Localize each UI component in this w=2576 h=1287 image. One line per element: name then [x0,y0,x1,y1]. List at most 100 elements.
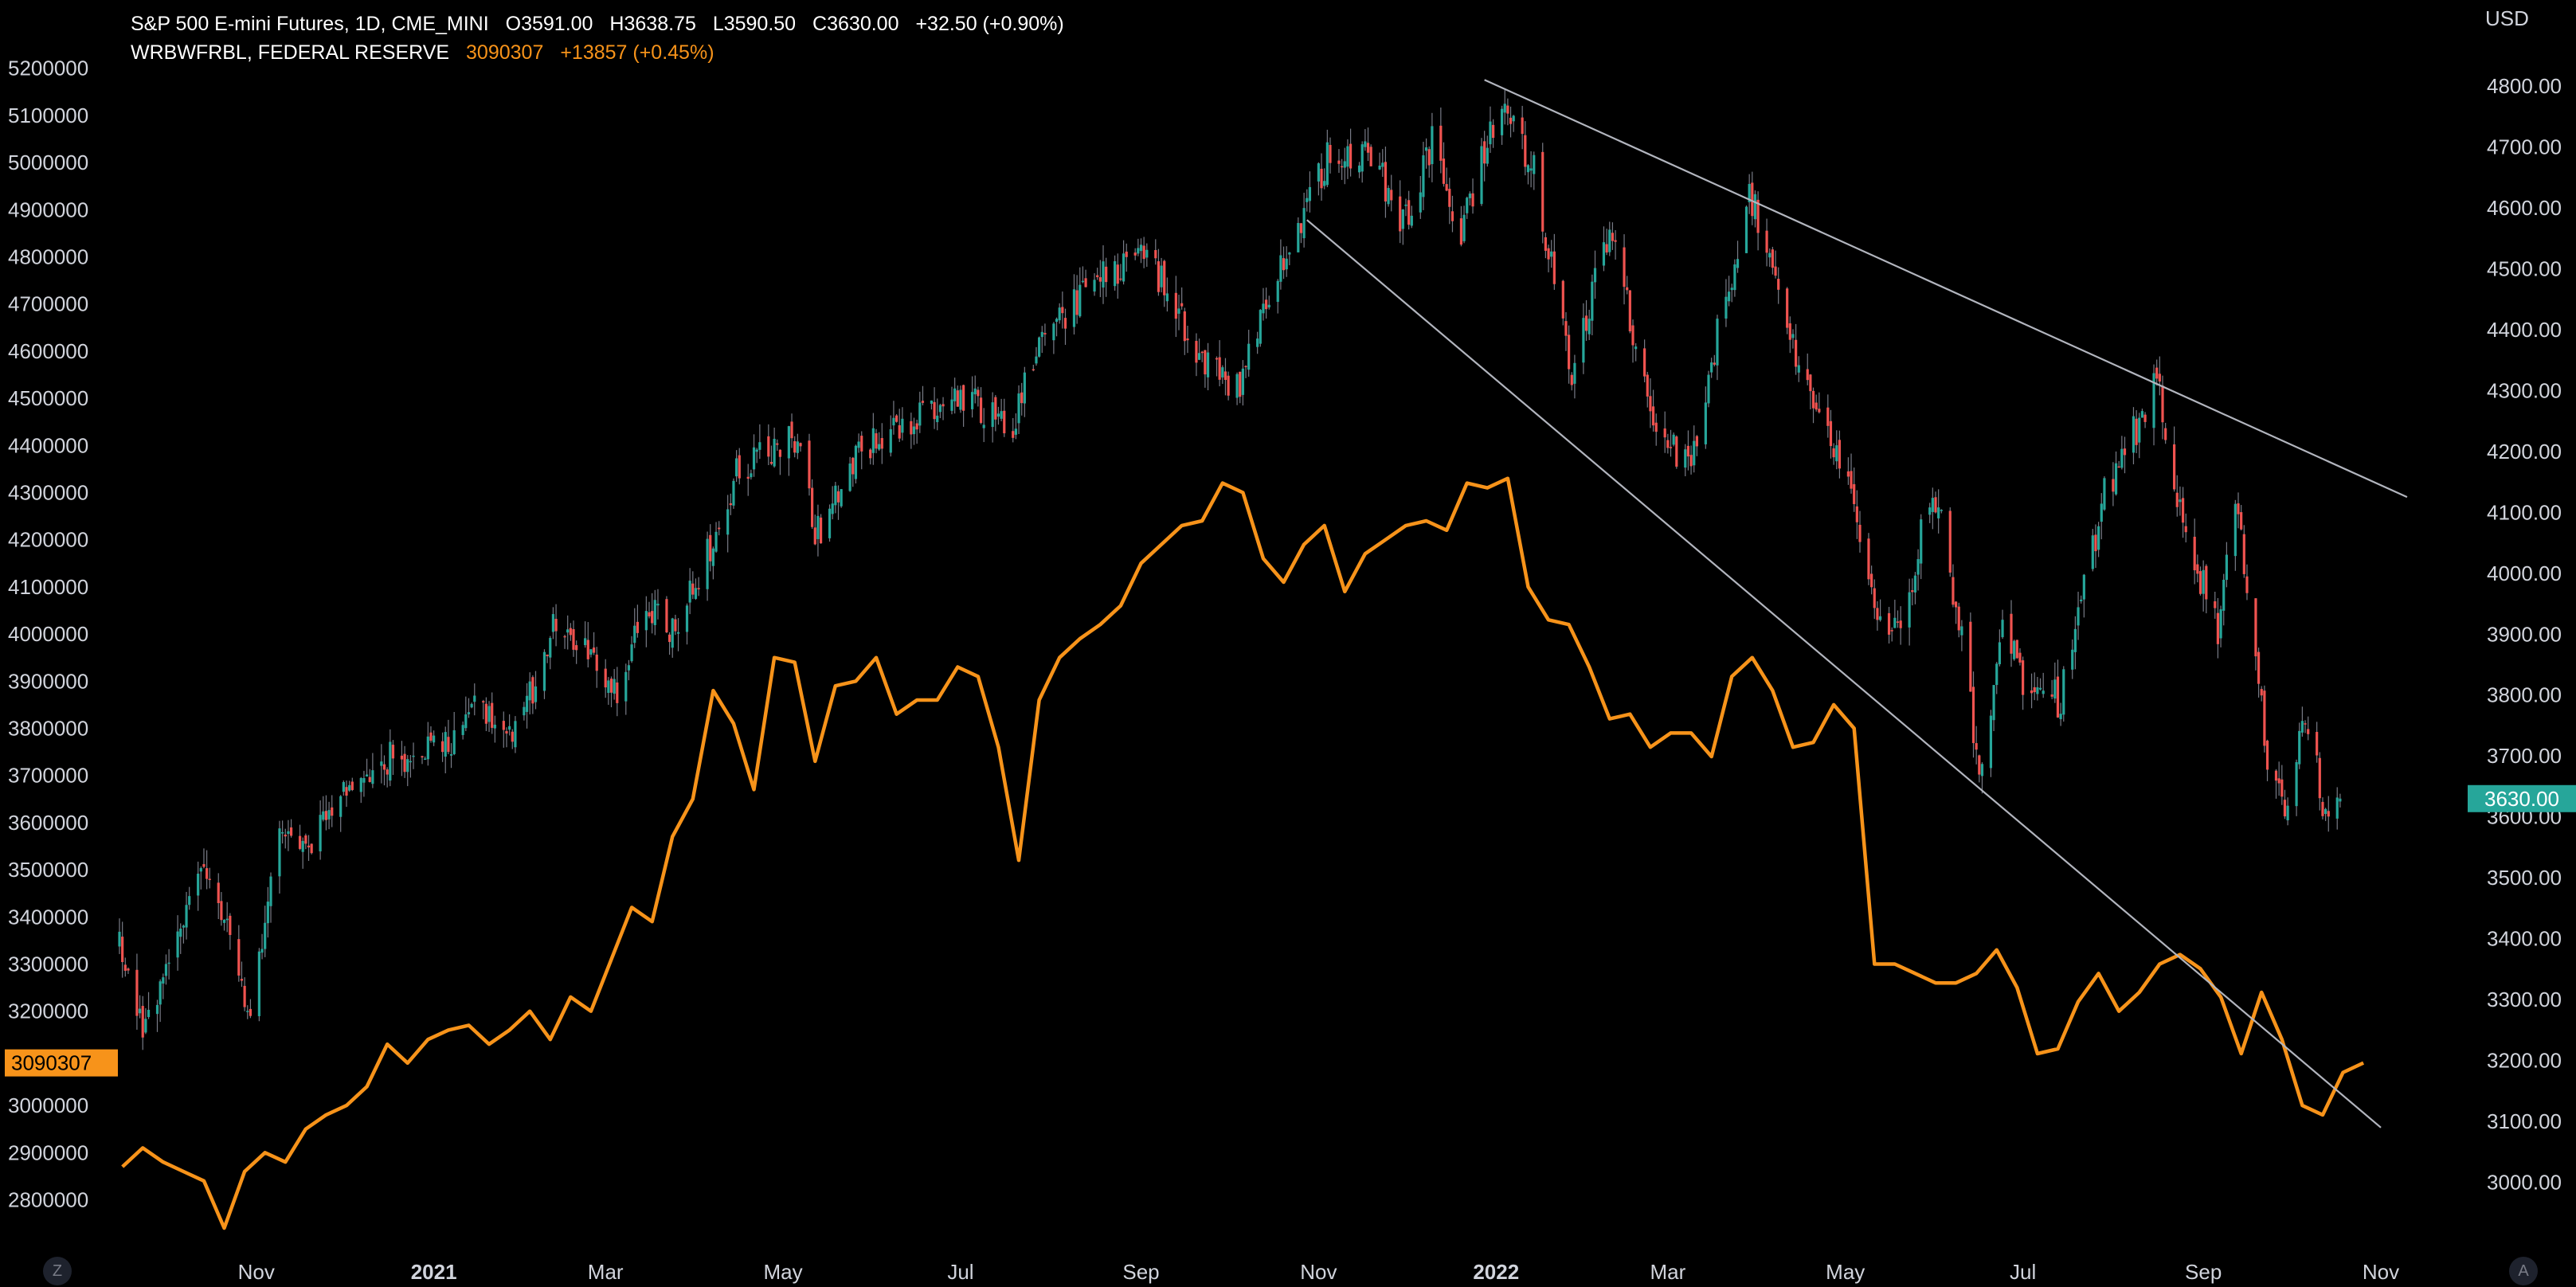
candle-up [176,931,179,958]
candle-up [1791,334,1795,338]
candle-down [505,731,508,734]
right-axis-tick-label: 3300.00 [2487,988,2562,1011]
candle-up [991,402,994,428]
candle-up [508,726,511,730]
candle-up [1262,303,1265,314]
candle-up [144,1019,147,1033]
left-axis-tick-label: 3500000 [8,858,88,882]
candle-down [240,979,244,981]
overlay-symbol: WRBWFRBL, FEDERAL RESERVE [131,41,450,64]
candle-up [1378,165,1381,170]
left-axis-tick-label: 4900000 [8,198,88,221]
candle-down [1669,447,1673,448]
candle-up [1608,229,1611,252]
candle-down [2277,778,2280,784]
candle-down [1623,247,1626,288]
candle-down [1450,211,1454,221]
candle-up [1038,337,1041,357]
candle-up [752,447,756,470]
left-axis-tick-label: 3900000 [8,669,88,693]
candle-down [1063,318,1067,329]
candle-up [322,811,325,820]
candle-down [1809,374,1812,392]
candle-down [778,449,782,457]
candle-down [651,611,654,624]
candle-down [1163,260,1166,295]
candle-down [1771,249,1774,268]
candle-down [1978,755,1981,775]
right-axis: USD 3000.00 3100.00 3200.00 3300.00 3400.00 35… [2485,6,2562,1195]
candle-up [464,714,468,729]
last-price-badge-label: 3630.00 [2484,787,2559,811]
candle-up [834,485,837,506]
candle-down [1663,428,1666,438]
last-price-badge [2468,784,2576,812]
candle-down [1858,524,1862,542]
candle-down [1384,162,1388,202]
candle-down [382,764,386,770]
candle-down [2193,536,2196,571]
candle-up [1480,146,1483,205]
candle-up [1893,617,1897,628]
right-axis-tick-label: 4200.00 [2487,440,2562,464]
candle-up [1998,642,2001,665]
candle-up [1727,291,1731,302]
candle-up [278,828,281,877]
candle-down [1427,149,1431,166]
candle-down [135,969,139,1016]
candle-down [2254,598,2257,657]
candle-down [1614,240,1617,242]
candle-down [304,835,307,844]
candle-up [1684,449,1687,468]
candle-down [1948,510,1952,573]
candle-down [2033,687,2036,693]
overlay-last-value-badge [5,1049,118,1077]
candle-up [1259,310,1262,344]
candle-down [202,864,206,867]
candle-down [1483,141,1486,164]
candle-down [350,781,354,790]
candle-up [624,671,628,702]
auto-scale-right-button[interactable]: A [2509,1257,2538,1285]
overlay-last-value-badge-label: 3090307 [11,1051,92,1075]
candle-down [2257,651,2261,684]
candle-down [429,732,433,741]
overlay-change: +13857 (+0.45%) [560,41,714,64]
candle-up [1940,510,1943,511]
candle-down [1896,621,1900,623]
candle-up [2138,417,2141,443]
auto-scale-left-button[interactable]: Z [43,1257,72,1285]
candle-up [365,774,369,777]
candle-up [1878,616,1882,620]
candle-down [1651,406,1655,426]
candle-up [892,417,895,426]
left-axis-tick-label: 5000000 [8,151,88,174]
candle-down [400,755,404,760]
candle-up [348,784,351,791]
candle-up [2120,448,2124,468]
candle-up [1317,163,1320,182]
candle-up [528,681,531,701]
candle-down [1442,158,1446,184]
trendlines[interactable] [1306,79,2408,1129]
candle-up [816,515,820,539]
candle-down [1366,143,1370,153]
candle-down [1119,278,1122,280]
candle-down [1957,606,1960,631]
candle-down [1180,303,1184,307]
overlay-value: 3090307 [466,41,544,64]
change-value: +32.50 (+0.90%) [915,13,1064,35]
candle-down [1133,252,1137,256]
left-axis-tick-label: 3200000 [8,999,88,1023]
candle-up [750,473,753,478]
candle-down [1649,396,1652,412]
candle-up [1343,161,1346,168]
candle-down [1818,409,1821,413]
candle-down [956,390,959,407]
candle-down [563,636,566,638]
candle-up [444,732,447,757]
candle-down [502,721,505,730]
candle-up [726,509,730,535]
candle-down [249,1008,253,1016]
